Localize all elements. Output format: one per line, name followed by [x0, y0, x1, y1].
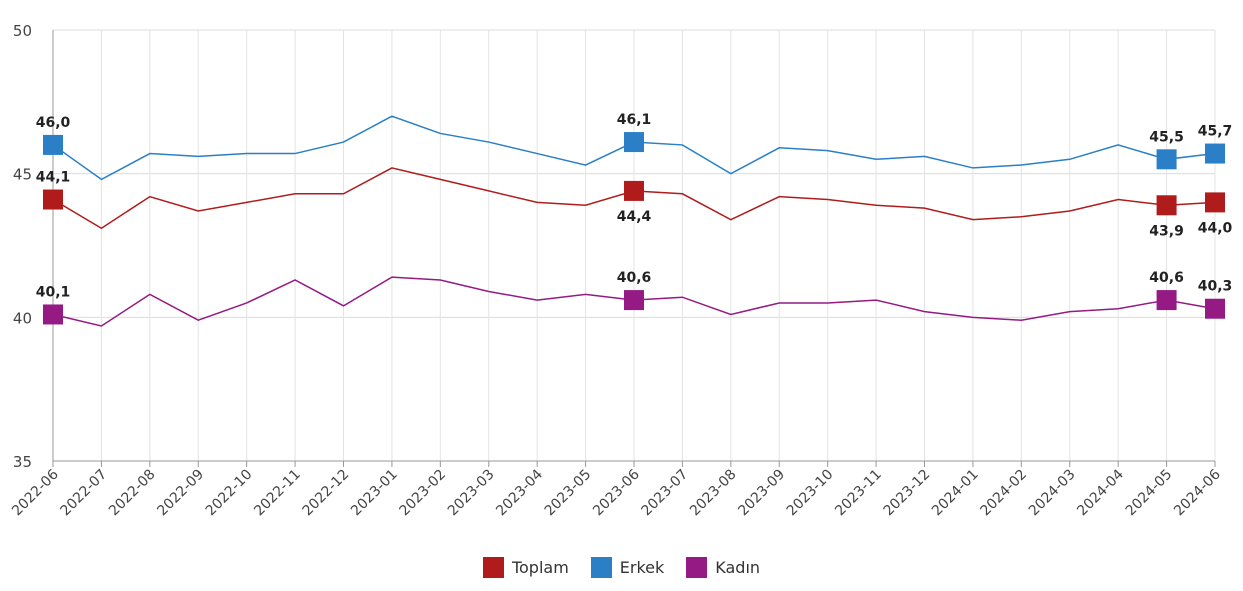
- x-tick-label: 2023-09: [735, 467, 788, 520]
- data-point-marker: [624, 290, 644, 311]
- x-tick-label: 2023-08: [687, 467, 740, 520]
- legend-item-erkek[interactable]: Erkek: [590, 557, 665, 578]
- x-tick-label: 2024-06: [1171, 466, 1224, 519]
- data-point-marker: [1156, 149, 1177, 170]
- x-tick-label: 2023-06: [590, 466, 643, 519]
- legend-item-kadin[interactable]: Kadın: [686, 557, 760, 578]
- data-point-marker: [1205, 143, 1225, 164]
- data-point-marker: [1156, 195, 1177, 216]
- data-point-marker: [43, 134, 63, 155]
- x-tick-label: 2022-08: [106, 467, 159, 520]
- legend-item-toplam[interactable]: Toplam: [482, 557, 569, 578]
- legend-label: Erkek: [619, 558, 665, 577]
- x-tick-label: 2023-05: [542, 467, 595, 520]
- x-tick-label: 2023-12: [881, 467, 934, 520]
- data-label: 44,0: [1198, 220, 1233, 236]
- x-tick-label: 2023-07: [639, 467, 692, 520]
- data-label: 46,0: [36, 115, 71, 131]
- y-tick-label: 45: [13, 166, 32, 184]
- x-tick-label: 2023-11: [832, 467, 885, 520]
- data-point-marker: [1205, 192, 1225, 213]
- data-point-marker: [624, 132, 644, 153]
- data-label: 40,3: [1198, 279, 1233, 295]
- data-point-marker: [43, 304, 63, 325]
- y-tick-label: 40: [13, 309, 32, 327]
- x-tick-label: 2023-03: [445, 467, 498, 520]
- x-tick-label: 2022-12: [300, 467, 353, 520]
- data-label: 45,7: [1198, 124, 1233, 140]
- legend-label: Toplam: [511, 558, 569, 577]
- data-label: 44,4: [617, 209, 652, 225]
- x-tick-label: 2023-10: [784, 467, 837, 520]
- x-tick-label: 2024-03: [1026, 467, 1079, 520]
- legend: Toplam Erkek Kadın: [0, 557, 1243, 578]
- data-label: 46,1: [617, 112, 652, 128]
- x-tick-label: 2023-01: [348, 467, 401, 520]
- legend-swatch: [590, 557, 612, 578]
- x-tick-label: 2024-01: [929, 467, 982, 520]
- x-tick-label: 2022-11: [251, 467, 304, 520]
- x-tick-label: 2024-05: [1123, 467, 1176, 520]
- data-point-marker: [43, 189, 63, 210]
- data-label: 40,1: [36, 284, 71, 300]
- x-tick-label: 2022-07: [58, 467, 111, 520]
- x-tick-label: 2022-09: [154, 467, 207, 520]
- y-tick-label: 35: [13, 453, 32, 471]
- data-point-marker: [624, 180, 644, 201]
- data-point-marker: [1156, 290, 1177, 311]
- data-label: 40,6: [1149, 270, 1184, 286]
- x-tick-label: 2024-02: [977, 467, 1030, 520]
- x-tick-label: 2022-10: [203, 467, 256, 520]
- y-tick-label: 50: [13, 22, 32, 40]
- data-label: 44,1: [36, 170, 71, 186]
- data-label: 43,9: [1149, 223, 1184, 239]
- x-tick-label: 2022-06: [9, 466, 62, 519]
- legend-label: Kadın: [715, 558, 761, 577]
- data-label: 40,6: [617, 270, 652, 286]
- x-tick-label: 2023-02: [396, 467, 449, 520]
- legend-swatch: [482, 557, 504, 578]
- line-chart: 354045502022-062022-072022-082022-092022…: [9, 22, 1233, 520]
- x-tick-label: 2024-04: [1074, 466, 1127, 519]
- x-tick-label: 2023-04: [493, 466, 546, 519]
- data-label: 45,5: [1149, 129, 1184, 145]
- data-point-marker: [1205, 298, 1225, 319]
- legend-swatch: [686, 557, 708, 578]
